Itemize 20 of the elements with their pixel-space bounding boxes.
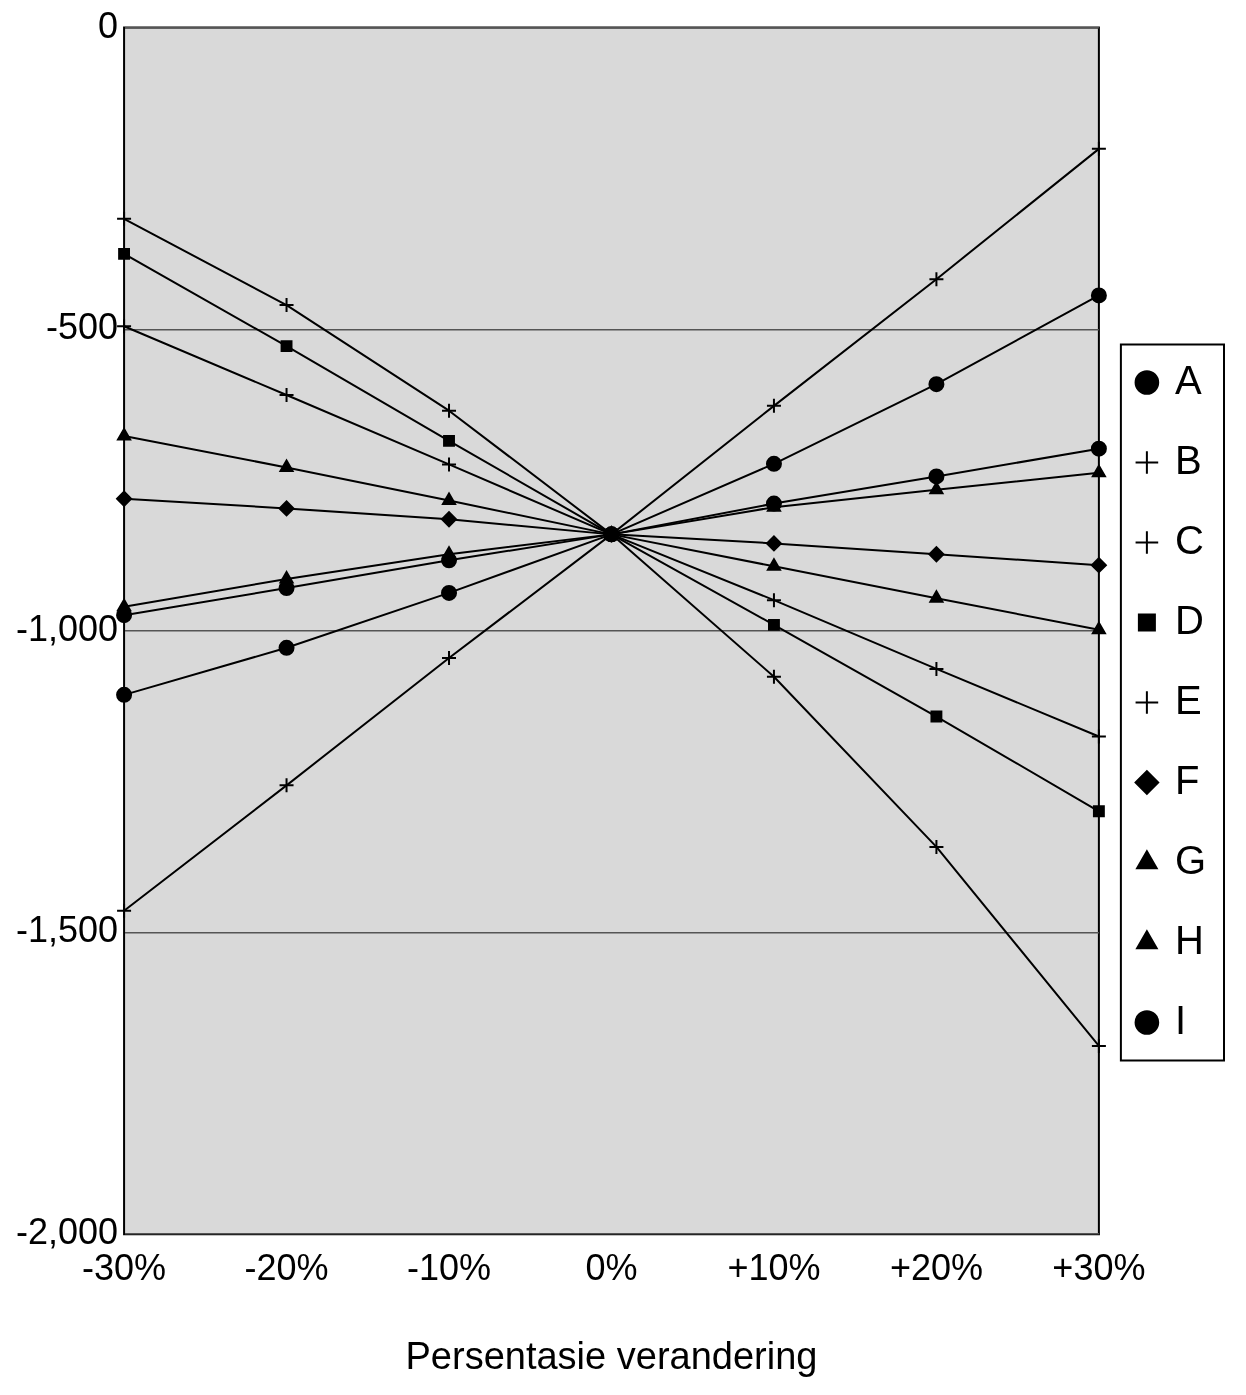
x-tick-label: +30%	[1052, 1246, 1146, 1288]
x-tick-label: -20%	[244, 1246, 329, 1288]
x-tick-label: +10%	[727, 1246, 821, 1288]
y-tick-label: -1,500	[16, 909, 119, 951]
legend-label: C	[1174, 517, 1204, 562]
legend-label: A	[1174, 357, 1202, 402]
legend-label: E	[1174, 677, 1202, 722]
y-tick-label: -1,000	[16, 607, 119, 649]
y-tick-label: 0	[98, 4, 119, 46]
x-axis-title: Persentasie verandering	[405, 1334, 818, 1377]
legend-label: H	[1174, 917, 1204, 962]
y-tick-label: -500	[46, 306, 119, 348]
legend-label: I	[1174, 997, 1187, 1042]
legend-label: D	[1174, 597, 1204, 642]
x-tick-label: +20%	[889, 1246, 983, 1288]
x-tick-label: 0%	[585, 1246, 638, 1288]
legend-label: B	[1174, 437, 1202, 482]
legend-label: F	[1174, 757, 1200, 802]
x-tick-label: -10%	[406, 1246, 492, 1288]
legend-label: G	[1174, 837, 1207, 882]
